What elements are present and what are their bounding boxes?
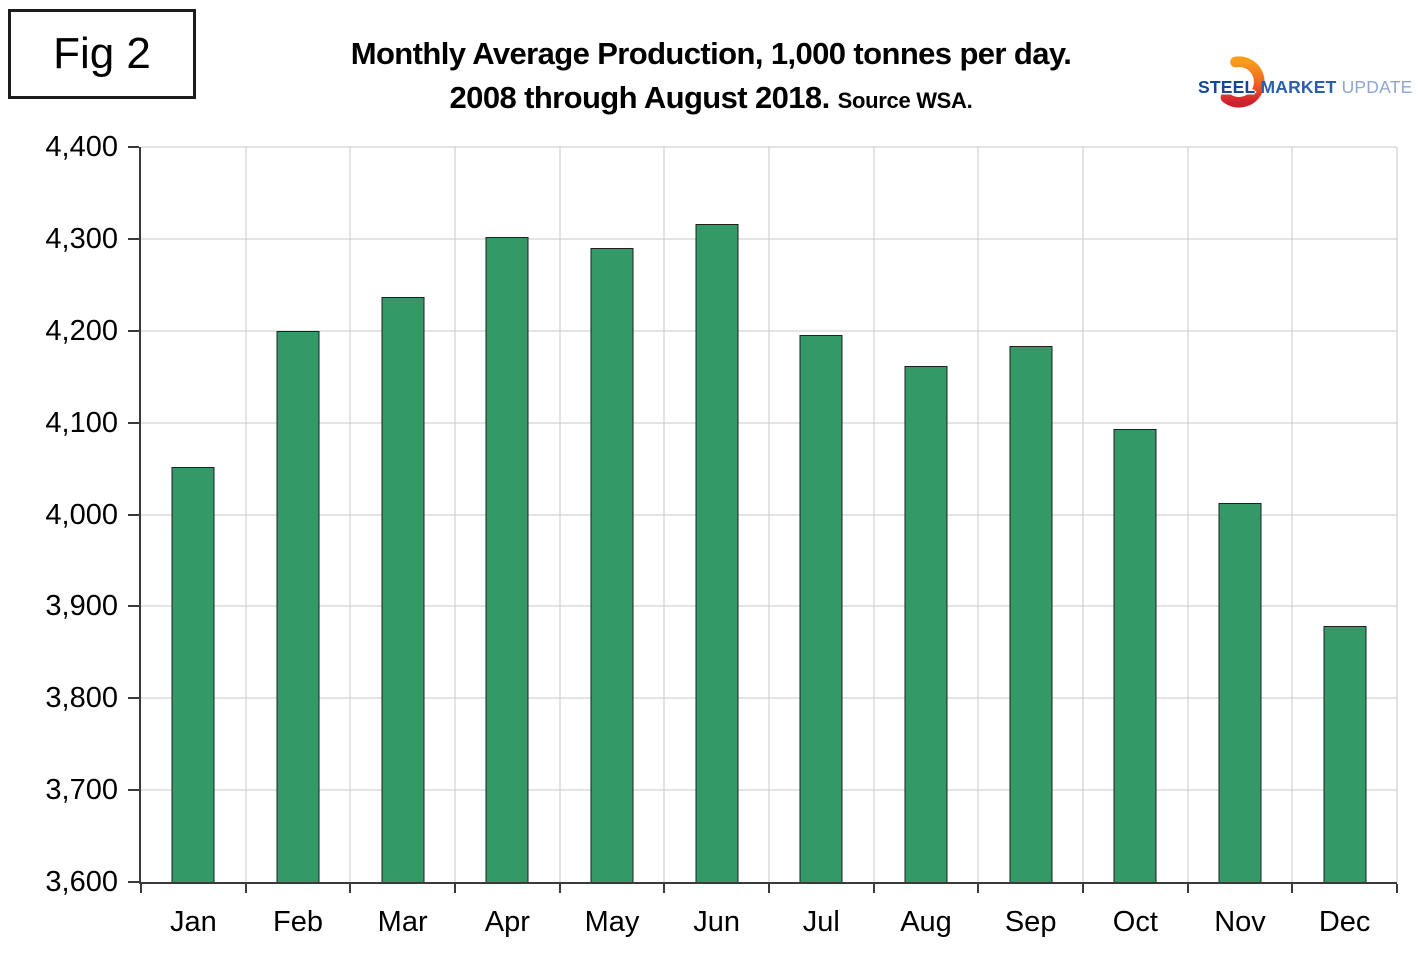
bar-oct: [1113, 429, 1157, 882]
smu-logo-text: STEEL MARKET UPDATE: [1198, 77, 1412, 98]
gridline-vertical: [1082, 147, 1084, 882]
bar-may: [590, 248, 634, 882]
x-axis-tick: [872, 884, 875, 893]
y-axis-label: 4,000: [45, 498, 118, 531]
y-axis-tick: [128, 329, 139, 332]
y-axis-tick: [128, 513, 139, 516]
x-axis-tick: [140, 884, 142, 893]
bar-aug: [904, 365, 948, 882]
gridline-vertical: [454, 147, 456, 882]
x-axis-tick: [1186, 884, 1189, 893]
smu-logo-word-update: UPDATE: [1341, 77, 1413, 97]
gridline-vertical: [873, 147, 875, 882]
x-axis-label: Apr: [484, 906, 530, 938]
x-axis-tick: [558, 884, 561, 893]
figure-number-box: Fig 2: [8, 9, 196, 99]
y-axis-label: 4,200: [45, 314, 118, 347]
x-axis-label: Aug: [900, 906, 952, 938]
chart-title-line1: Monthly Average Production, 1,000 tonnes…: [350, 36, 1072, 71]
chart-source-label: Source WSA.: [837, 87, 973, 113]
y-axis-label: 3,700: [45, 774, 118, 807]
y-axis-tick: [128, 881, 139, 883]
chart-title-line2-text: 2008 through August 2018.: [449, 79, 831, 115]
x-axis-label: Feb: [273, 906, 323, 938]
y-axis-label: 3,900: [45, 590, 118, 623]
x-axis-label: Nov: [1214, 906, 1266, 938]
smu-logo-word-steel: STEEL: [1198, 77, 1256, 97]
x-axis-label: May: [584, 906, 640, 938]
y-axis-tick: [128, 146, 139, 148]
x-axis-label: Jan: [169, 906, 217, 938]
x-axis-label: Jun: [693, 906, 741, 938]
smu-crescent-icon: [1220, 56, 1265, 108]
y-axis-label: 3,800: [45, 682, 118, 715]
y-axis-label: 4,300: [45, 222, 118, 255]
gridline-vertical: [559, 147, 561, 882]
x-axis-tick: [1396, 884, 1398, 893]
bar-feb: [276, 330, 320, 882]
x-axis-tick: [663, 884, 666, 893]
y-axis-tick: [128, 789, 139, 792]
bar-jul: [799, 335, 843, 882]
y-axis-label: 3,600: [45, 866, 118, 898]
bar-dec: [1323, 625, 1367, 882]
x-axis-label: Mar: [377, 906, 428, 938]
x-axis-label: Jul: [802, 906, 840, 938]
x-axis-label: Sep: [1004, 906, 1057, 938]
bar-nov: [1218, 503, 1262, 882]
gridline-vertical: [977, 147, 979, 882]
figure-number-label: Fig 2: [53, 29, 151, 78]
y-axis-label: 4,400: [45, 131, 118, 163]
gridline-vertical: [1291, 147, 1293, 882]
gridline-vertical: [1396, 147, 1398, 882]
x-axis-tick: [454, 884, 456, 893]
x-axis-tick: [1082, 884, 1084, 893]
bar-jan: [171, 466, 215, 882]
gridline-vertical: [663, 147, 665, 882]
smu-logo-word-market: MARKET: [1260, 77, 1337, 97]
steel-market-update-logo: STEEL MARKET UPDATE: [1198, 50, 1412, 116]
gridline-vertical: [1187, 147, 1189, 882]
plot-area: [139, 146, 1398, 884]
y-axis-label: 4,100: [45, 406, 118, 439]
x-axis-tick: [1291, 884, 1294, 893]
gridline-vertical: [768, 147, 770, 882]
x-axis-tick: [244, 884, 247, 893]
y-axis-tick: [128, 605, 139, 608]
y-axis-tick: [128, 237, 139, 240]
bar-jun: [695, 224, 739, 882]
x-axis-label: Dec: [1318, 906, 1371, 938]
x-axis-tick: [768, 884, 770, 893]
bar-mar: [381, 296, 425, 882]
chart-title-line2: 2008 through August 2018. Source WSA.: [210, 80, 1212, 116]
chart-title-block: Monthly Average Production, 1,000 tonnes…: [210, 36, 1212, 115]
y-axis-tick: [128, 697, 139, 700]
gridline-vertical: [349, 147, 351, 882]
x-axis-tick: [977, 884, 980, 893]
bar-sep: [1009, 346, 1053, 882]
y-axis-tick: [128, 421, 139, 424]
x-axis-tick: [349, 884, 352, 893]
gridline-vertical: [245, 147, 247, 882]
x-axis-label: Oct: [1112, 906, 1158, 938]
bar-apr: [485, 237, 529, 882]
